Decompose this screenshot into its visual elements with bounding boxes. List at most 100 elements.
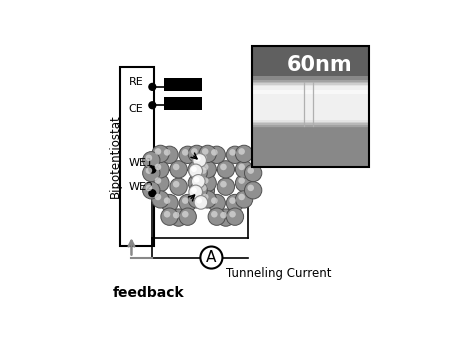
- Bar: [252, 90, 369, 93]
- Circle shape: [226, 208, 244, 225]
- Circle shape: [182, 197, 189, 204]
- Bar: [252, 107, 369, 109]
- Bar: [252, 81, 369, 83]
- Circle shape: [152, 145, 169, 163]
- Circle shape: [202, 177, 209, 184]
- Circle shape: [189, 164, 202, 178]
- Circle shape: [236, 174, 253, 192]
- Circle shape: [143, 152, 160, 169]
- Text: RE: RE: [129, 77, 144, 87]
- Bar: [252, 120, 369, 122]
- Bar: [252, 86, 369, 88]
- Circle shape: [200, 184, 207, 191]
- Circle shape: [143, 182, 160, 199]
- Circle shape: [194, 196, 208, 209]
- Circle shape: [149, 190, 156, 197]
- Circle shape: [191, 175, 205, 188]
- Bar: [252, 115, 369, 117]
- Bar: [252, 112, 369, 114]
- Circle shape: [173, 181, 180, 188]
- Bar: [164, 78, 202, 91]
- Circle shape: [155, 177, 161, 184]
- Circle shape: [173, 212, 180, 219]
- Circle shape: [149, 84, 156, 90]
- Circle shape: [152, 191, 169, 208]
- Circle shape: [149, 166, 156, 173]
- Circle shape: [161, 194, 178, 212]
- Circle shape: [161, 146, 178, 163]
- Text: WE2: WE2: [129, 182, 154, 192]
- Circle shape: [247, 184, 254, 191]
- Circle shape: [202, 194, 209, 200]
- Circle shape: [155, 164, 161, 170]
- Bar: [252, 83, 369, 85]
- Circle shape: [146, 167, 152, 174]
- Circle shape: [146, 184, 152, 191]
- Circle shape: [164, 149, 170, 156]
- Circle shape: [229, 197, 236, 204]
- Bar: [164, 97, 202, 110]
- Bar: [252, 103, 369, 104]
- Circle shape: [211, 197, 218, 204]
- Circle shape: [191, 177, 198, 184]
- Circle shape: [199, 145, 216, 163]
- Circle shape: [236, 191, 253, 208]
- Circle shape: [211, 211, 218, 218]
- Bar: [252, 99, 369, 101]
- Circle shape: [179, 146, 196, 163]
- Circle shape: [191, 187, 197, 193]
- Circle shape: [188, 191, 205, 208]
- Circle shape: [238, 177, 245, 184]
- Bar: [252, 106, 369, 107]
- Circle shape: [170, 161, 187, 178]
- Bar: [252, 93, 369, 94]
- Bar: [252, 46, 369, 167]
- Circle shape: [146, 154, 152, 161]
- Bar: [252, 90, 369, 91]
- Circle shape: [191, 164, 198, 170]
- Bar: [252, 91, 369, 93]
- Circle shape: [195, 156, 201, 162]
- Circle shape: [217, 178, 235, 195]
- Text: A: A: [206, 250, 217, 265]
- Bar: [252, 85, 369, 86]
- Circle shape: [208, 194, 226, 212]
- Circle shape: [193, 184, 200, 191]
- Circle shape: [199, 191, 216, 208]
- Circle shape: [197, 182, 215, 199]
- Circle shape: [201, 247, 222, 269]
- Circle shape: [164, 197, 170, 204]
- Circle shape: [247, 167, 254, 174]
- Circle shape: [189, 185, 202, 199]
- Circle shape: [188, 174, 205, 192]
- Bar: [252, 127, 369, 128]
- Text: Bipotentiostat: Bipotentiostat: [109, 115, 122, 198]
- Bar: [252, 46, 369, 167]
- Circle shape: [149, 102, 156, 109]
- Circle shape: [152, 174, 169, 192]
- Circle shape: [199, 174, 216, 192]
- Circle shape: [161, 208, 178, 225]
- Circle shape: [238, 164, 245, 170]
- Text: feedback: feedback: [113, 286, 184, 300]
- Circle shape: [194, 177, 200, 182]
- Circle shape: [188, 161, 205, 178]
- Circle shape: [143, 164, 160, 182]
- Circle shape: [170, 178, 187, 195]
- Circle shape: [179, 208, 196, 225]
- Bar: [252, 104, 369, 106]
- Bar: [252, 117, 369, 119]
- Circle shape: [196, 198, 202, 204]
- Circle shape: [238, 194, 245, 200]
- Bar: [252, 122, 369, 123]
- Circle shape: [193, 167, 200, 174]
- Circle shape: [220, 212, 227, 219]
- Bar: [252, 119, 369, 120]
- Bar: [252, 96, 369, 98]
- Circle shape: [190, 182, 207, 199]
- Circle shape: [217, 209, 235, 226]
- Circle shape: [199, 161, 216, 178]
- Bar: [252, 101, 369, 103]
- Circle shape: [226, 194, 244, 212]
- Text: WE1: WE1: [129, 158, 154, 168]
